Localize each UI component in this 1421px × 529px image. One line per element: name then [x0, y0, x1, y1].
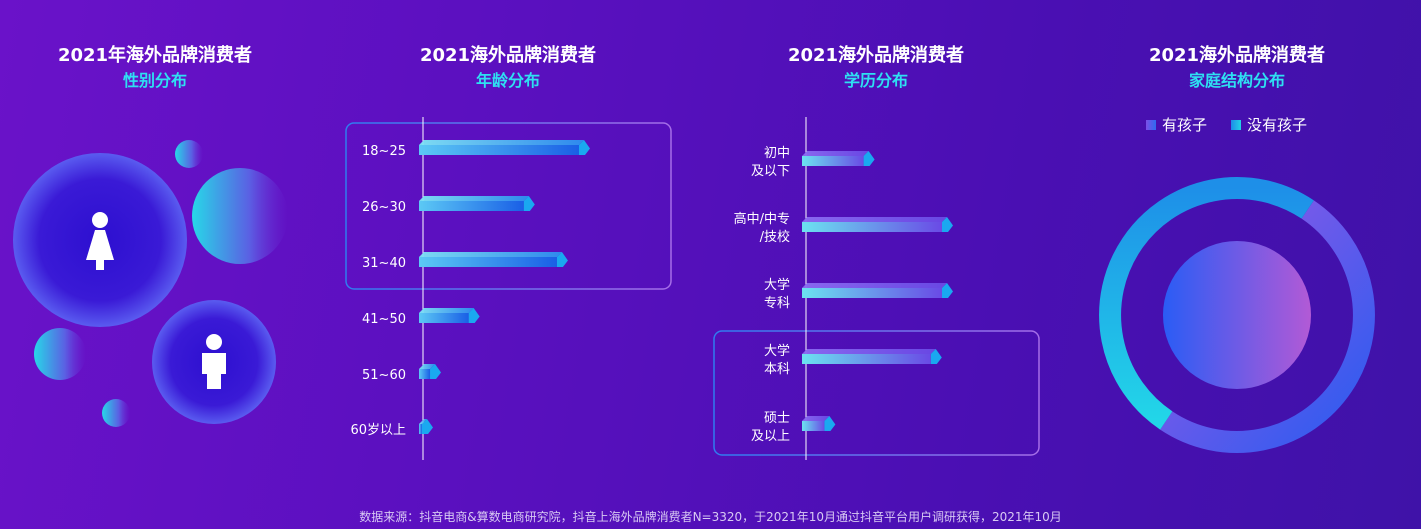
legend-swatch-with-kids — [1146, 119, 1156, 130]
age-bar — [419, 196, 535, 211]
education-bar — [802, 349, 942, 364]
donut-slice-without-kids — [1099, 177, 1314, 430]
gender-subtitle: 性别分布 — [122, 71, 187, 90]
donut-slice-with-kids — [1160, 200, 1375, 453]
education-bar — [802, 416, 836, 431]
education-tick-label: 大学专科 — [764, 277, 790, 311]
age-highlight-box — [345, 122, 672, 290]
age-tick-label: 26~30 — [362, 200, 406, 215]
source-note: 数据来源：抖音电商&算数电商研究院，抖音上海外品牌消费者N=3320，于2021… — [359, 510, 1062, 524]
age-subtitle: 年龄分布 — [475, 71, 540, 90]
education-tick-label: 硕士及以上 — [751, 411, 790, 444]
decor-bubble — [34, 328, 86, 380]
age-tick-label: 60岁以上 — [350, 423, 406, 438]
gender-title: 2021年海外品牌消费者 — [57, 45, 253, 66]
gender-panel-title: 2021年海外品牌消费者 性别分布 — [30, 44, 280, 92]
decor-bubble — [175, 140, 203, 168]
legend-item-without-kids: 没有孩子 — [1231, 114, 1307, 135]
age-bar — [419, 140, 590, 155]
education-title: 2021海外品牌消费者 — [787, 45, 965, 66]
donut-center-disk — [1163, 241, 1311, 389]
education-tick-label: 初中及以下 — [751, 146, 790, 179]
legend-label-with-kids: 有孩子 — [1162, 116, 1208, 134]
education-tick-label: 大学本科 — [764, 343, 790, 377]
age-title: 2021海外品牌消费者 — [419, 45, 597, 66]
education-highlight-box — [713, 330, 1040, 456]
family-title: 2021海外品牌消费者 — [1148, 45, 1326, 66]
age-tick-label: 41~50 — [362, 312, 406, 327]
age-tick-label: 31~40 — [362, 256, 406, 271]
female-icon — [86, 212, 114, 270]
age-tick-label: 51~60 — [362, 368, 406, 383]
legend-item-with-kids: 有孩子 — [1146, 114, 1207, 135]
family-legend: 有孩子 没有孩子 — [1146, 114, 1307, 135]
education-bar — [802, 217, 953, 232]
education-bar — [802, 283, 953, 298]
legend-swatch-without-kids — [1231, 119, 1242, 130]
male-icon — [202, 334, 226, 389]
gender-bubble-chart — [13, 140, 288, 427]
age-bar — [419, 252, 568, 267]
family-panel-title: 2021海外品牌消费者 家庭结构分布 — [1112, 44, 1362, 92]
age-bar — [419, 364, 442, 379]
legend-label-without-kids: 没有孩子 — [1247, 116, 1308, 134]
family-donut-chart — [1099, 177, 1375, 453]
education-panel-title: 2021海外品牌消费者 学历分布 — [751, 44, 1001, 92]
education-bar — [802, 151, 875, 166]
family-subtitle: 家庭结构分布 — [1188, 71, 1285, 90]
age-bar — [419, 419, 433, 434]
education-subtitle: 学历分布 — [843, 71, 908, 90]
age-bar-chart: 18~25 26~30 31~40 41~50 51~60 60岁以上 — [345, 117, 672, 460]
decor-bubble — [192, 168, 288, 264]
age-panel-title: 2021海外品牌消费者 年龄分布 — [383, 44, 633, 92]
age-bar — [419, 308, 480, 323]
age-tick-label: 18~25 — [362, 144, 406, 159]
decor-bubble — [102, 399, 130, 427]
education-tick-label: 高中/中专/技校 — [734, 211, 790, 245]
